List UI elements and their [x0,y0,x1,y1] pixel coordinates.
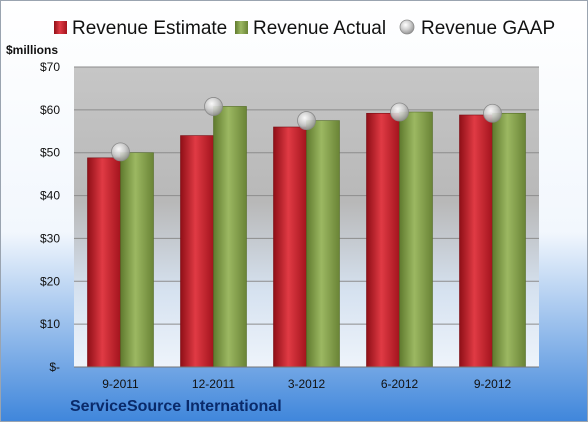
bar-actual [492,112,526,368]
marker-gaap [297,111,316,130]
bar-estimate [273,126,307,368]
y-tick-label: $30 [40,231,60,245]
marker-gaap [390,102,409,122]
y-tick-label: $60 [40,103,60,117]
company-name: ServiceSource International [70,398,282,415]
legend: Revenue Estimate Revenue Actual Revenue … [54,18,555,39]
y-tick-label: $20 [40,274,60,288]
legend-label-estimate: Revenue Estimate [72,18,227,39]
legend-label-gaap: Revenue GAAP [421,18,555,39]
marker-gaap [204,97,223,116]
bar-estimate [87,157,121,368]
bar-actual [120,152,154,368]
legend-label-actual: Revenue Actual [253,18,386,39]
bar-actual [213,106,247,368]
y-tick-label: $50 [40,146,60,160]
legend-swatch-actual [235,21,248,34]
y-tick-label: $10 [40,317,60,331]
marker-gaap [483,103,502,123]
y-tick-label: $40 [40,189,60,203]
bar-estimate [180,135,214,368]
x-tick-label: 9-2012 [474,377,512,391]
y-tick-label: $70 [40,60,60,74]
x-tick-label: 9-2011 [102,377,139,391]
marker-gaap [111,142,130,162]
x-tick-label: 6-2012 [381,377,419,391]
legend-item-actual: Revenue Actual [235,18,386,39]
y-tick-label: $- [49,360,60,374]
x-axis-ticks: 9-2011 12-2011 3-2012 6-2012 9-2012 [102,377,511,391]
bar-actual [306,120,340,368]
bars [87,106,526,368]
legend-item-estimate: Revenue Estimate [54,18,227,39]
gaap-markers [111,97,502,162]
legend-item-gaap: Revenue GAAP [399,18,555,39]
x-tick-label: 3-2012 [288,377,326,391]
legend-marker-gaap [399,19,415,35]
bar-estimate [459,114,493,368]
y-axis-ticks: $- $10 $20 $30 $40 $50 $60 $70 [40,60,60,374]
legend-swatch-estimate [54,21,67,34]
bar-estimate [366,112,400,368]
bar-actual [399,111,433,368]
x-tick-label: 12-2011 [192,377,235,391]
y-axis-label: $millions [6,43,58,57]
